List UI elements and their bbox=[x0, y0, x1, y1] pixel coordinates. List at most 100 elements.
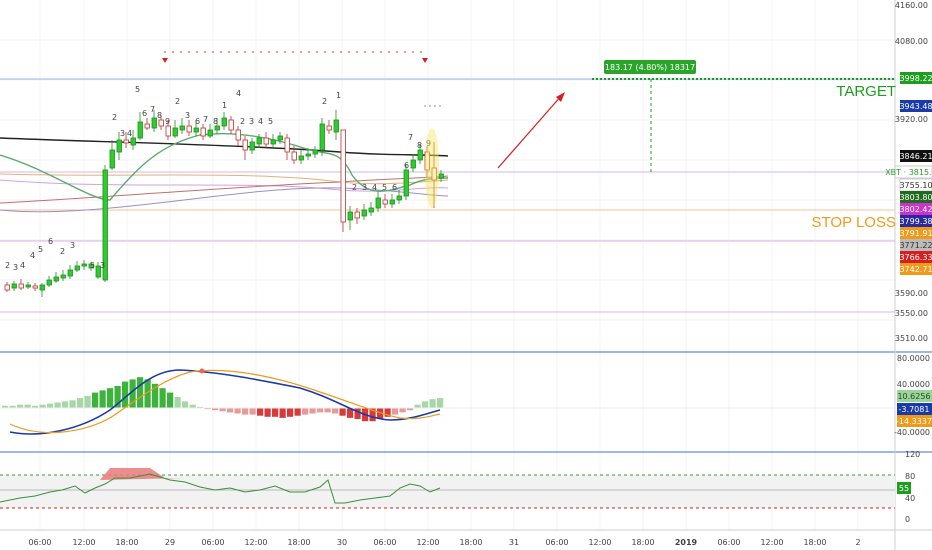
sequence-number: 6 bbox=[392, 183, 397, 192]
sequence-number: 8 bbox=[213, 117, 218, 126]
sequence-number: 6 bbox=[195, 117, 200, 126]
candle-bull bbox=[46, 279, 52, 286]
candle-bull bbox=[53, 276, 59, 282]
rsi-tag-text: 55 bbox=[899, 484, 909, 493]
time-axis[interactable]: 06:00 12:00 18:00 29 06:00 12:00 18:00 30 06:00 1… bbox=[28, 538, 860, 547]
candle-bull bbox=[410, 159, 416, 169]
candle-bull bbox=[403, 169, 409, 197]
time-label: 06:00 bbox=[545, 538, 568, 547]
candle-bull bbox=[277, 135, 283, 141]
macd-bar bbox=[2, 405, 9, 408]
macd-bar bbox=[24, 404, 31, 408]
marker-dot bbox=[372, 51, 374, 53]
macd-histogram bbox=[2, 377, 444, 422]
measure-label: 183.17 (4.80%) 18317 bbox=[605, 63, 695, 72]
candle-bear bbox=[242, 139, 248, 151]
sequence-number: 4 bbox=[20, 261, 25, 270]
candle-bear bbox=[4, 284, 10, 291]
macd-bar bbox=[384, 408, 391, 417]
macd-bar bbox=[407, 408, 414, 411]
marker-dot bbox=[300, 51, 302, 53]
marker-dot bbox=[188, 51, 190, 53]
candle-bull bbox=[151, 117, 157, 129]
candle-bear bbox=[200, 127, 206, 137]
ema-black-line bbox=[0, 137, 449, 157]
macd-bar bbox=[272, 408, 279, 417]
price-tag bbox=[900, 150, 932, 162]
candle-bear bbox=[144, 123, 150, 129]
candle-bull bbox=[249, 141, 255, 151]
rsi-tick: 120 bbox=[905, 450, 920, 459]
candle-bear bbox=[158, 119, 164, 127]
price-tag-text: 3846.21 bbox=[899, 152, 932, 161]
candle-bull bbox=[193, 127, 199, 133]
candle-bear bbox=[291, 151, 297, 161]
sequence-number: 5 bbox=[90, 261, 95, 270]
sequence-number: 3 bbox=[70, 241, 75, 250]
time-label: 2019 bbox=[675, 538, 698, 547]
marker-dot bbox=[212, 51, 214, 53]
marker-dot bbox=[292, 51, 294, 53]
macd-bar bbox=[317, 408, 324, 413]
time-label: 2 bbox=[855, 538, 860, 547]
macd-bar bbox=[114, 386, 121, 408]
macd-tag-text: -14.3337 bbox=[896, 417, 932, 426]
sequence-number: 4 bbox=[372, 183, 377, 192]
target-label: TARGET bbox=[836, 83, 896, 100]
time-label: 31 bbox=[509, 538, 519, 547]
sequence-number: 4 bbox=[258, 117, 263, 126]
macd-tick: -40.0000 bbox=[894, 428, 930, 437]
macd-bar bbox=[437, 398, 444, 408]
marker-dot bbox=[268, 51, 270, 53]
marker-dot bbox=[380, 51, 382, 53]
macd-bar bbox=[9, 405, 16, 408]
macd-tick: 80.0000 bbox=[897, 354, 930, 363]
time-label: 18:00 bbox=[803, 538, 826, 547]
candlesticks[interactable] bbox=[4, 110, 444, 297]
ma-red-line bbox=[0, 175, 449, 204]
price-tick: 3590.00 bbox=[895, 289, 928, 298]
trend-arrow[interactable] bbox=[497, 94, 563, 169]
price-tag-text: 3771.22 bbox=[899, 241, 932, 250]
macd-tag-text: -3.7081 bbox=[899, 405, 930, 414]
sequence-number: 6 bbox=[404, 161, 409, 170]
candle-bull bbox=[256, 137, 262, 145]
macd-bar bbox=[369, 408, 376, 422]
macd-bar bbox=[54, 402, 61, 408]
sequence-number: 5 bbox=[268, 117, 273, 126]
rsi-overbought-fill bbox=[100, 468, 185, 480]
sequence-number: 6 bbox=[48, 237, 53, 246]
macd-bar bbox=[204, 408, 211, 410]
price-tick: 3920.00 bbox=[895, 115, 928, 124]
sequence-number: 2 bbox=[322, 97, 327, 106]
measure-box[interactable] bbox=[604, 60, 696, 74]
macd-bar bbox=[122, 381, 129, 408]
macd-bar bbox=[197, 406, 204, 408]
rsi-tag bbox=[897, 482, 911, 494]
price-tag bbox=[900, 251, 932, 263]
price-axis[interactable]: 4160.00 4080.00 3920.00 3590.00 3550.00 3510.… bbox=[895, 1, 928, 343]
marker-dot bbox=[332, 51, 334, 53]
time-label: 06:00 bbox=[373, 538, 396, 547]
sequence-number: 9 bbox=[426, 139, 431, 148]
time-label: 06:00 bbox=[201, 538, 224, 547]
stop-loss-label: STOP LOSS bbox=[812, 214, 897, 231]
candle-bull bbox=[102, 169, 108, 281]
time-label: 12:00 bbox=[760, 538, 783, 547]
candle-bull bbox=[298, 155, 304, 161]
candle-bull bbox=[214, 125, 220, 131]
candle-bear bbox=[228, 119, 234, 131]
candle-bull bbox=[375, 197, 381, 209]
candle-bull bbox=[109, 149, 115, 169]
marker-dot bbox=[164, 51, 166, 53]
time-label: 29 bbox=[165, 538, 175, 547]
marker-dot bbox=[244, 51, 246, 53]
macd-tick: 40.0000 bbox=[897, 380, 930, 389]
marker-triangle bbox=[422, 58, 428, 63]
price-tick: 4160.00 bbox=[895, 1, 928, 10]
macd-tag bbox=[897, 415, 932, 427]
candle-bull bbox=[347, 211, 353, 221]
grid bbox=[0, 0, 895, 530]
